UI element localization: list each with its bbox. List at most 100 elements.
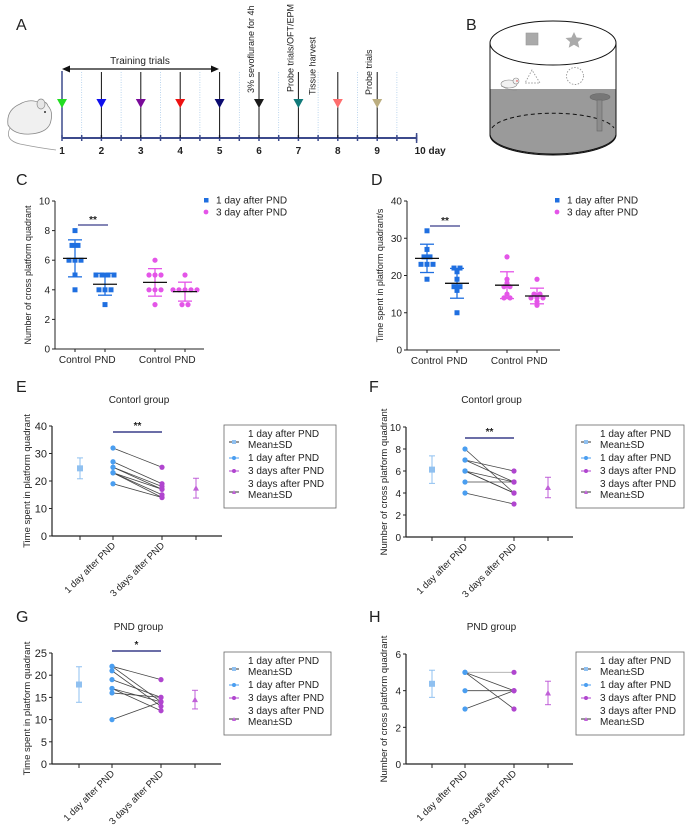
legend-label: 3 day after PND (216, 208, 287, 219)
x-tick-label: 1 day after PND (62, 768, 118, 824)
panel-a-timeline: Training trials 1 2 3 4 5 6 7 8 9 10 day 3% sevofl… (7, 4, 446, 157)
panel-label-f: F (369, 379, 379, 396)
data-point-1d (109, 677, 115, 683)
x-tick-label: 1 day after PND (415, 768, 471, 824)
day-label: 1 (59, 146, 65, 157)
data-point (158, 287, 164, 293)
chart-title: Contorl group (461, 395, 522, 406)
arrow-right-icon (211, 65, 219, 73)
y-tick-label: 2 (395, 723, 401, 734)
data-point-3d (158, 694, 164, 701)
data-point (93, 272, 99, 278)
y-tick-label: 10 (39, 197, 51, 208)
data-point (111, 272, 117, 278)
y-tick-label: 6 (44, 256, 50, 267)
platform-icon (589, 93, 611, 101)
legend-label: 3 days after PND (600, 466, 676, 477)
data-point-1d (109, 690, 115, 696)
data-point (427, 254, 433, 260)
y-tick-label: 8 (395, 445, 401, 456)
data-point-1d (109, 685, 115, 692)
data-point-1d (109, 717, 115, 723)
legend-marker (232, 717, 236, 721)
event-marker-day-3 (135, 99, 146, 108)
mean-marker-3d (192, 696, 198, 703)
event-marker-day-1 (57, 99, 67, 108)
data-point (185, 302, 191, 308)
data-point-1d (462, 490, 468, 496)
mouse-icon (7, 98, 57, 151)
event-marker-day-5 (214, 99, 225, 108)
legend-label: Mean±SD (248, 490, 292, 501)
legend-label: 1 day after PND (248, 453, 319, 464)
y-axis-label: Time spent in platform quadrant (22, 641, 33, 775)
data-point (418, 261, 424, 267)
y-tick-label: 20 (391, 271, 403, 282)
water-maze-diagram (489, 20, 617, 156)
pair-line (112, 472, 163, 498)
y-tick-label: 5 (41, 737, 47, 749)
mean-marker-3d (193, 485, 199, 491)
day-label: 3 (138, 146, 144, 157)
data-point-3d (511, 468, 517, 474)
mean-marker-1d (77, 465, 83, 472)
pair-line (112, 472, 163, 490)
day-label: 7 (296, 146, 302, 157)
y-axis-label: Number of cross platform quadrant (379, 635, 390, 782)
data-point (99, 272, 105, 278)
y-tick-label: 6 (395, 650, 401, 661)
day-label: 9 (374, 146, 380, 157)
y-tick-label: 20 (35, 670, 47, 682)
data-point (430, 261, 436, 267)
data-point-1d (462, 688, 468, 694)
day-label: 6 (256, 146, 262, 157)
data-point-3d (511, 479, 517, 485)
legend-label: 3 days after PND (600, 706, 676, 717)
legend-label: 1 day after PND (600, 656, 671, 667)
legend-label: 1 day after PND (248, 680, 319, 691)
y-tick-label: 10 (390, 423, 402, 434)
y-axis-label: Time spent in platform quadrant/s (375, 208, 385, 342)
data-point-3d (159, 464, 165, 470)
y-tick-label: 40 (391, 197, 403, 208)
legend-marker (203, 209, 209, 215)
event-marker-day-6 (254, 99, 264, 108)
y-tick-label: 0 (396, 346, 402, 357)
x-tick-label: Control (411, 356, 443, 367)
event-marker-day-9 (372, 99, 383, 108)
day-label: 5 (217, 146, 223, 157)
legend-label: Mean±SD (600, 490, 644, 501)
data-point (75, 242, 81, 248)
legend-box (575, 424, 685, 509)
pair-line (112, 447, 163, 468)
data-point (78, 257, 84, 263)
data-point (421, 254, 427, 260)
legend-marker (554, 209, 560, 215)
chart-d: 0 10 20 30 40 Time spent in platform quadrant… (375, 196, 638, 368)
pair-line (111, 692, 162, 698)
pair-line (112, 472, 163, 496)
x-tick-label: PND (446, 356, 467, 367)
data-point (504, 254, 510, 260)
legend-label: 1 day after PND (567, 196, 638, 207)
legend-marker (584, 667, 588, 671)
data-point (102, 302, 108, 308)
panel-label-h: H (369, 609, 381, 626)
y-tick-label: 15 (35, 692, 47, 704)
y-tick-label: 8 (44, 226, 50, 237)
chart-title: PND group (114, 622, 164, 633)
y-tick-label: 2 (44, 315, 50, 326)
star-cue-icon (565, 32, 583, 48)
data-point (152, 257, 158, 263)
y-tick-label: 20 (35, 476, 47, 488)
event-note: Probe trials (364, 49, 374, 95)
chart-c: 0 2 4 6 8 10 Number of cross platform quadrant… (23, 196, 287, 367)
legend-label: Mean±SD (248, 440, 292, 451)
pair-line (112, 461, 163, 485)
day-label: 2 (99, 146, 105, 157)
data-point-1d (110, 470, 116, 476)
data-point (501, 295, 507, 301)
legend-marker (584, 696, 588, 700)
legend-marker (584, 440, 588, 444)
